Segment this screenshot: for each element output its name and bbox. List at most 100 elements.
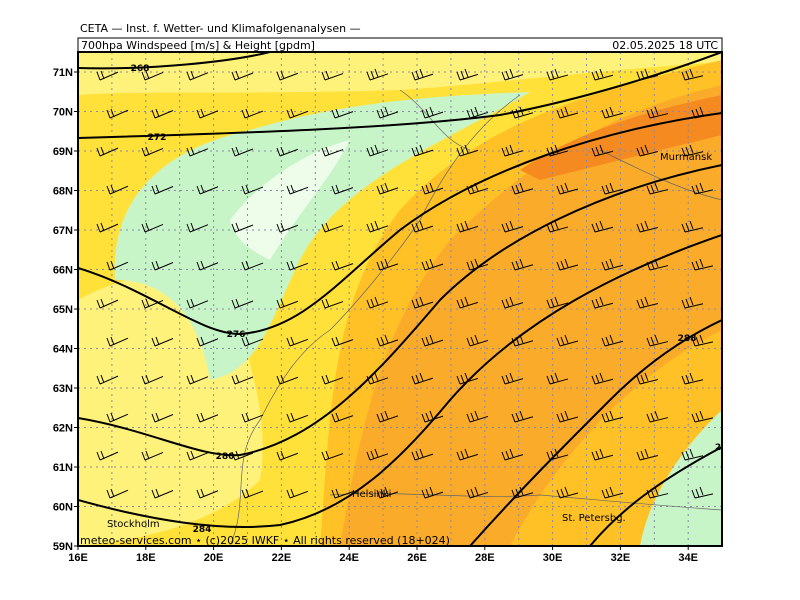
wind-barb — [546, 296, 569, 309]
wind-barb — [276, 298, 299, 309]
contour-label: 2 — [715, 443, 721, 453]
wind-barb — [411, 144, 434, 157]
place-label: Stockholm — [107, 519, 160, 530]
wind-barb — [321, 450, 344, 461]
x-axis-label: 28E — [475, 552, 495, 564]
wind-barb — [421, 410, 444, 423]
wind-barb — [456, 372, 479, 385]
y-axis-label: 62N — [53, 423, 73, 435]
y-axis-label: 69N — [53, 146, 73, 158]
y-axis-label: 64N — [53, 344, 73, 356]
wind-barb — [241, 412, 264, 423]
wind-barb — [231, 298, 254, 309]
wind-barb — [186, 146, 209, 157]
wind-barb — [646, 486, 669, 499]
wind-barb — [96, 70, 119, 81]
y-axis-label: 61N — [53, 462, 73, 474]
wind-barb — [681, 372, 704, 385]
x-axis-label: 24E — [339, 552, 359, 564]
wind-barb — [411, 372, 434, 385]
contour-label: 288 — [678, 334, 697, 344]
wind-barb — [501, 220, 524, 233]
wind-barb — [231, 222, 254, 233]
wind-barb — [151, 184, 174, 195]
wind-barb — [241, 184, 264, 195]
wind-barb — [106, 108, 129, 119]
wind-barb — [501, 448, 524, 461]
contour-label: 276 — [227, 330, 246, 340]
y-axis-label: 60N — [53, 502, 73, 514]
x-axis-label: 32E — [611, 552, 631, 564]
wind-barb — [241, 336, 264, 347]
wind-barb — [196, 184, 219, 195]
wind-barb — [646, 106, 669, 119]
header-title: CETA — Inst. f. Wetter- und Klimafolgena… — [80, 22, 361, 35]
x-axis-label: 22E — [272, 552, 292, 564]
wind-barb — [456, 296, 479, 309]
contour-label: 284 — [193, 525, 212, 535]
wind-barb — [456, 220, 479, 233]
x-axis-label: 26E — [407, 552, 427, 564]
wind-barb — [546, 144, 569, 157]
wind-barb — [501, 144, 524, 157]
isohypse — [78, 52, 271, 70]
wind-barb — [276, 222, 299, 233]
wind-barb — [681, 220, 704, 233]
wind-barb — [241, 108, 264, 119]
y-axis-label: 65N — [53, 304, 73, 316]
wind-barb — [376, 182, 399, 195]
wind-barb — [376, 258, 399, 271]
field-max — [520, 95, 722, 180]
field-green — [640, 410, 722, 546]
wind-barb — [421, 334, 444, 347]
wind-barb — [466, 106, 489, 119]
wind-barb — [366, 144, 389, 157]
wind-barb — [456, 144, 479, 157]
wind-barb — [96, 298, 119, 309]
wind-barb — [376, 106, 399, 119]
wind-barb — [466, 334, 489, 347]
wind-barb — [601, 410, 624, 423]
contour-label: 272 — [148, 133, 167, 143]
wind-barb — [421, 182, 444, 195]
wind-barb — [196, 412, 219, 423]
wind-barb — [601, 334, 624, 347]
wind-barb — [376, 486, 399, 499]
wind-barb — [556, 334, 579, 347]
wind-barb — [286, 336, 309, 347]
wind-barb — [601, 258, 624, 271]
wind-barb — [501, 372, 524, 385]
wind-barb — [411, 448, 434, 461]
footer: meteo-services.com ⋆ (c)2025 IWKF ⋆ All … — [80, 534, 450, 547]
isohypse — [78, 164, 722, 457]
wind-barb — [466, 182, 489, 195]
wind-barb — [511, 106, 534, 119]
wind-barb — [366, 68, 389, 81]
wind-barb — [196, 260, 219, 271]
wind-barb — [106, 184, 129, 195]
wind-barb — [366, 372, 389, 385]
wind-barb — [456, 68, 479, 81]
wind-barb — [321, 222, 344, 233]
isohypse — [78, 234, 722, 529]
y-axis-label: 59N — [53, 541, 73, 553]
wind-barb — [421, 486, 444, 499]
wind-barb — [466, 410, 489, 423]
wind-barb — [556, 410, 579, 423]
wind-barb — [601, 106, 624, 119]
wind-barb — [196, 108, 219, 119]
wind-barb — [636, 296, 659, 309]
wind-barb — [186, 222, 209, 233]
y-axis-label: 67N — [53, 225, 73, 237]
wind-barb — [231, 70, 254, 81]
wind-barb — [691, 410, 714, 423]
wind-barb — [196, 336, 219, 347]
wind-barb — [186, 450, 209, 461]
wind-barb — [601, 182, 624, 195]
y-axis-label: 70N — [53, 107, 73, 119]
wind-barb — [276, 70, 299, 81]
wind-barb — [681, 296, 704, 309]
wind-barb — [646, 334, 669, 347]
wind-barb — [546, 448, 569, 461]
wind-barb — [501, 68, 524, 81]
